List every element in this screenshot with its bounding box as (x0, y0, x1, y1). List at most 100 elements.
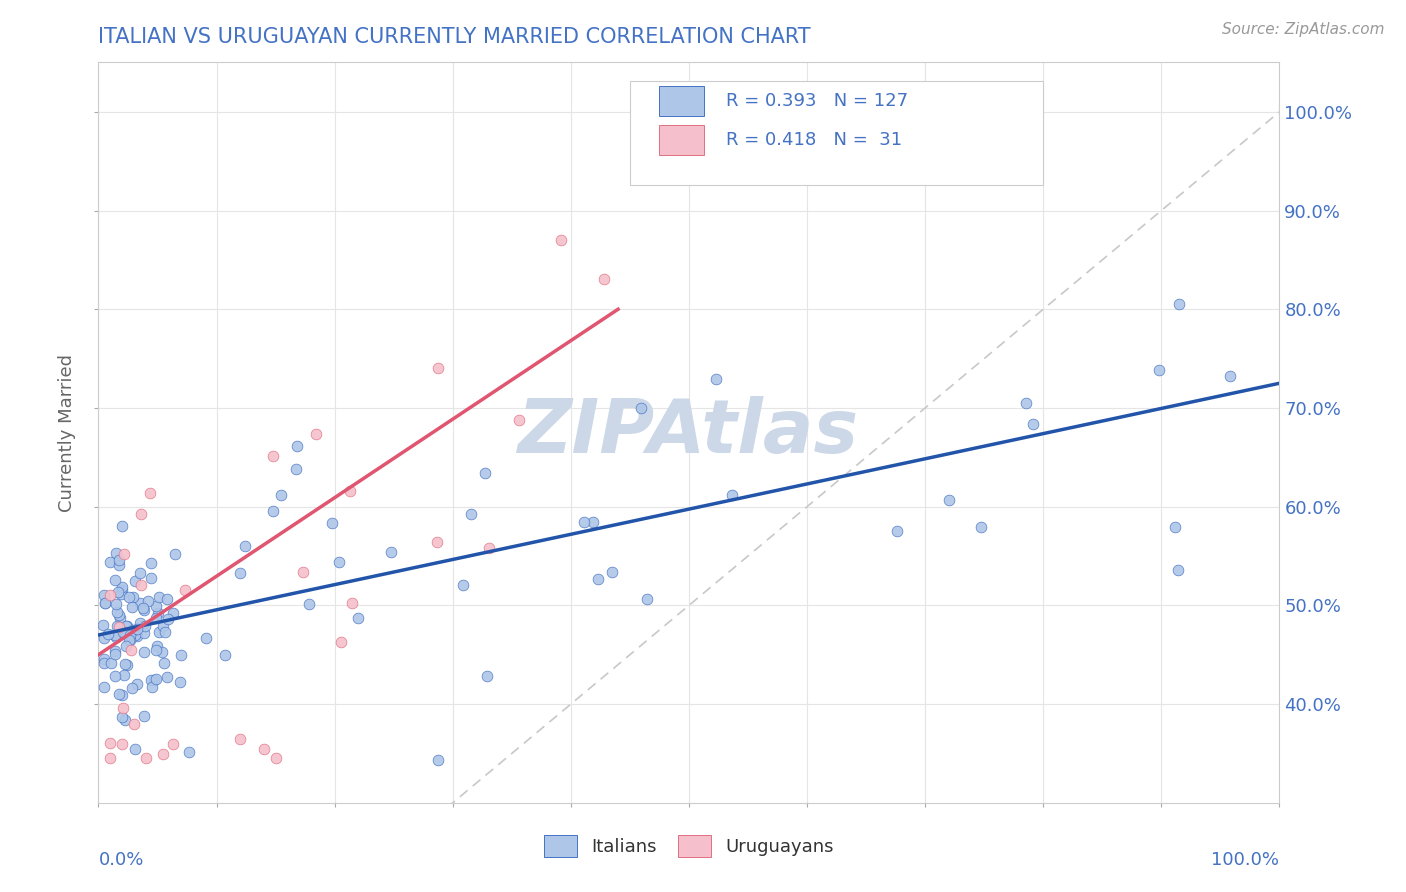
Point (108, 610, 131, 624)
Point (938, 493, 960, 508)
Point (112, 668, 135, 682)
Point (380, 545, 402, 559)
Point (111, 625, 134, 640)
Point (98, 555, 121, 569)
Point (146, 606, 169, 620)
Text: 100.0%: 100.0% (1212, 851, 1279, 869)
Point (104, 647, 127, 661)
Legend: Italians, Uruguayans: Italians, Uruguayans (537, 828, 841, 864)
Point (141, 556, 163, 570)
Point (110, 586, 132, 600)
Text: Source: ZipAtlas.com: Source: ZipAtlas.com (1222, 22, 1385, 37)
Point (156, 670, 179, 684)
Point (285, 439, 308, 453)
Point (139, 571, 162, 585)
Point (112, 624, 135, 639)
Point (329, 635, 352, 649)
Point (339, 483, 361, 498)
Point (177, 745, 200, 759)
Point (477, 541, 499, 555)
Point (214, 648, 236, 662)
Point (328, 555, 350, 569)
Point (107, 607, 129, 622)
Point (264, 751, 287, 765)
Point (305, 427, 328, 442)
Point (93, 656, 115, 670)
Text: R = 0.393   N = 127: R = 0.393 N = 127 (725, 92, 908, 110)
Point (93, 589, 115, 603)
Point (721, 488, 744, 502)
Point (427, 360, 450, 375)
Y-axis label: Currently Married: Currently Married (58, 353, 76, 512)
Point (114, 619, 136, 633)
FancyBboxPatch shape (659, 126, 704, 155)
Point (233, 539, 256, 553)
Point (477, 669, 499, 683)
Point (115, 639, 138, 653)
Point (134, 618, 156, 632)
Point (602, 565, 624, 579)
Point (145, 599, 167, 614)
Point (636, 592, 658, 607)
Point (347, 611, 370, 625)
Point (111, 710, 134, 724)
Point (148, 625, 170, 640)
Point (134, 626, 156, 640)
Point (107, 553, 129, 567)
Point (1168, 297, 1191, 311)
Point (174, 582, 197, 597)
Point (262, 504, 284, 518)
Point (340, 596, 363, 610)
Point (111, 737, 134, 751)
Point (125, 629, 148, 643)
Point (108, 558, 131, 572)
Point (93, 680, 115, 694)
Point (114, 657, 136, 672)
Point (1147, 363, 1170, 377)
Text: ZIPAtlas: ZIPAtlas (519, 396, 859, 469)
Point (460, 507, 482, 521)
Point (1015, 395, 1038, 409)
Point (93, 631, 115, 645)
Point (153, 625, 176, 640)
Point (135, 751, 157, 765)
Point (141, 673, 163, 687)
FancyBboxPatch shape (630, 81, 1043, 185)
Point (111, 580, 134, 594)
Point (121, 600, 143, 615)
Text: ITALIAN VS URUGUAYAN CURRENTLY MARRIED CORRELATION CHART: ITALIAN VS URUGUAYAN CURRENTLY MARRIED C… (98, 27, 811, 47)
Point (139, 486, 162, 500)
Point (969, 520, 991, 534)
Point (98, 751, 121, 765)
FancyBboxPatch shape (659, 87, 704, 116)
Point (112, 547, 135, 561)
Point (132, 709, 155, 723)
Point (118, 628, 141, 642)
Point (572, 516, 595, 530)
Point (104, 630, 127, 644)
Point (124, 742, 146, 756)
Point (104, 573, 127, 587)
Point (157, 612, 180, 626)
Point (120, 633, 142, 648)
Point (121, 681, 143, 695)
Point (134, 645, 156, 659)
Point (118, 591, 141, 605)
Point (194, 631, 217, 645)
Point (121, 591, 143, 605)
Point (98, 736, 121, 750)
Point (100, 657, 122, 671)
Point (141, 680, 163, 694)
Point (111, 583, 134, 598)
Point (550, 234, 572, 248)
Point (1167, 563, 1189, 577)
Point (132, 601, 155, 615)
Point (229, 566, 252, 581)
Point (630, 401, 652, 416)
Point (148, 591, 170, 605)
Point (93, 596, 115, 610)
Point (292, 565, 315, 579)
Point (152, 656, 174, 670)
Point (112, 701, 135, 715)
Text: R = 0.418   N =  31: R = 0.418 N = 31 (725, 131, 901, 149)
